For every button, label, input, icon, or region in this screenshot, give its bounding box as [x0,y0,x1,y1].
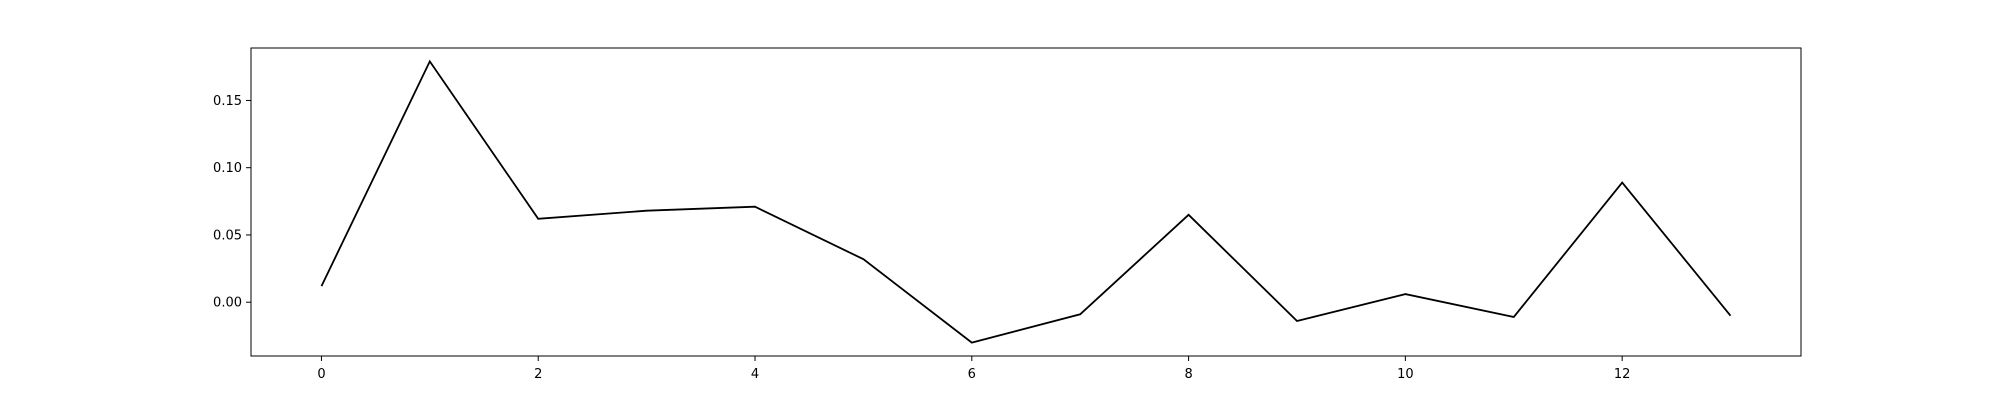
series-lines [320,59,1732,344]
y-tick-label: 0.00 [213,296,242,311]
y-axis-ticks: 0.00 0.05 0.10 0.15 [213,94,251,311]
series-line [320,59,1732,344]
x-tick-label: 2 [534,367,542,382]
x-tick-label: 8 [1184,367,1192,382]
x-tick-label: 4 [751,367,759,382]
x-tick-label: 0 [317,367,325,382]
x-tick-label: 6 [968,367,976,382]
x-axis-ticks: 0 2 4 6 8 10 12 [317,356,1630,382]
y-tick-label: 0.05 [213,228,242,243]
x-tick-label: 10 [1397,367,1414,382]
y-tick-label: 0.15 [213,94,242,109]
x-tick-label: 12 [1614,367,1631,382]
y-tick-label: 0.10 [213,161,242,176]
plot-area-frame [250,47,1802,357]
